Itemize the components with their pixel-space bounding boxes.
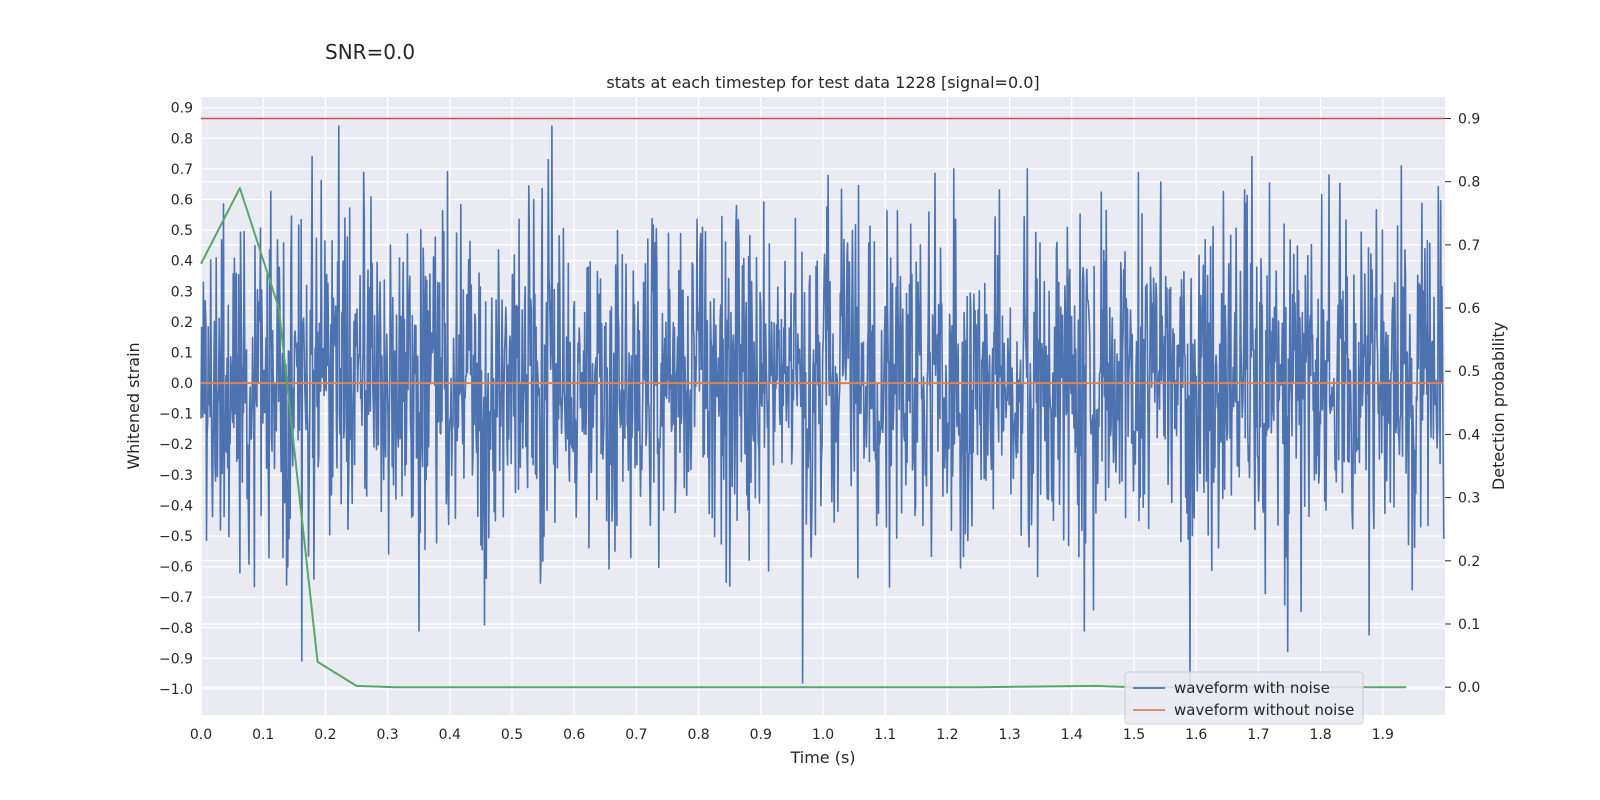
legend-label: waveform with noise [1174,679,1330,697]
y-axis-label: Whitened strain [124,342,143,469]
y-tick-label: −0.6 [159,560,193,576]
y-tick-label: 0.8 [171,131,193,147]
y-tick-label: −0.8 [159,621,193,637]
y-tick-label: −0.9 [159,651,193,667]
y-tick-label: −0.1 [159,407,193,423]
x-tick-label: 0.5 [501,727,523,743]
x-tick-label: 0.0 [190,727,212,743]
chart-title: stats at each timestep for test data 122… [606,73,1039,92]
axes: 0.0 0.1 0.2 0.3 0.4 0.5 0.6 0.7 0.8 0.9 1.0 1.1 1.2 1… [159,101,1480,743]
y2-tick-label: 0.8 [1458,175,1480,191]
y-tick-label: −0.4 [159,498,193,514]
y-tick-label: −0.7 [159,590,193,606]
y2-axis-label: Detection probability [1489,322,1508,490]
x-axis-label: Time (s) [789,748,855,767]
x-tick-label: 1.3 [998,727,1020,743]
y-tick-label: 0.6 [171,192,193,208]
y2-tick-label: 0.0 [1458,680,1480,696]
legend-label: waveform without noise [1174,701,1354,719]
series-waveform-with-noise [200,125,1445,684]
y-tick-label: −0.3 [159,468,193,484]
x-tick-label: 0.2 [314,727,336,743]
x-tick-label: 1.6 [1185,727,1207,743]
y-tick-label: 0.2 [171,315,193,331]
x-tick-label: 1.5 [1123,727,1145,743]
y2-tick-label: 0.6 [1458,301,1480,317]
y2-tick-label: 0.2 [1458,554,1480,570]
x-tick-label: 1.7 [1247,727,1269,743]
snr-title: SNR=0.0 [325,40,416,64]
y2-tick-label: 0.3 [1458,491,1480,507]
y-tick-label: −0.5 [159,529,193,545]
x-tick-label: 1.2 [936,727,958,743]
x-tick-label: 0.4 [439,727,461,743]
y-tick-label: −1.0 [159,682,193,698]
x-tick-label: 0.1 [252,727,274,743]
y-tick-label: 0.3 [171,284,193,300]
x-tick-label: 0.6 [563,727,585,743]
x-tick-label: 0.3 [376,727,398,743]
x-tick-label: 0.7 [625,727,647,743]
x-tick-label: 0.9 [750,727,772,743]
y-tick-label: 0.7 [171,162,193,178]
x-tick-label: 1.9 [1372,727,1394,743]
y2-tick-label: 0.9 [1458,111,1480,127]
x-tick-label: 0.8 [687,727,709,743]
x-tick-label: 1.4 [1061,727,1083,743]
y-tick-label: 0.4 [171,254,193,270]
y2-tick-label: 0.7 [1458,238,1480,254]
legend[interactable]: waveform with noise waveform without nois… [1124,671,1364,725]
x-tick-label: 1.8 [1309,727,1331,743]
y-tick-label: 0.5 [171,223,193,239]
x-tick-label: 1.0 [812,727,834,743]
y2-tick-label: 0.4 [1458,427,1480,443]
y2-tick-label: 0.5 [1458,364,1480,380]
x-tick-label: 1.1 [874,727,896,743]
y-tick-label: 0.0 [171,376,193,392]
y-tick-label: 0.1 [171,345,193,361]
y-tick-label: 0.9 [171,101,193,117]
legend-box [1124,671,1364,725]
y-tick-label: −0.2 [159,437,193,453]
y2-tick-label: 0.1 [1458,617,1480,633]
